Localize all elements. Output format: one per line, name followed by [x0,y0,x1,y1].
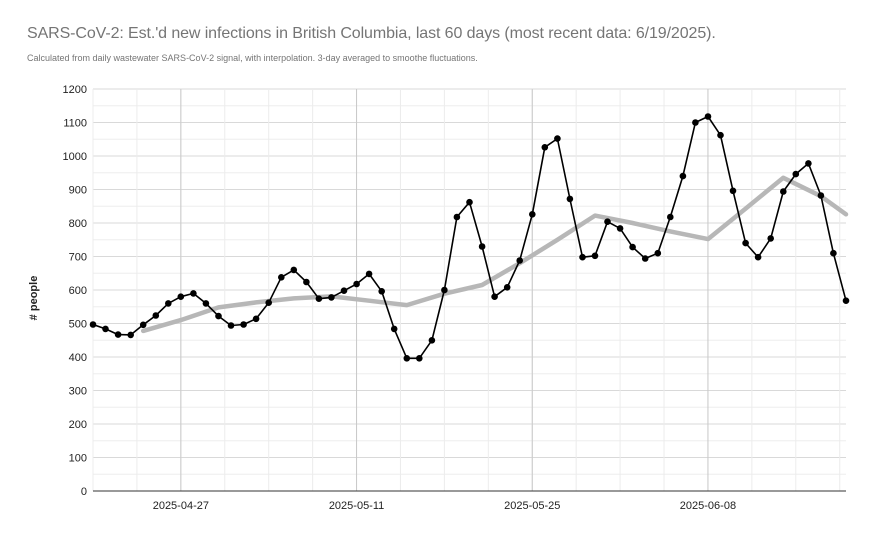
data-point [692,119,699,126]
data-point [579,253,586,261]
data-point [315,295,323,303]
data-point [830,249,837,257]
data-point [127,331,134,339]
data-point [190,290,197,297]
x-tick-label: 2025-05-11 [329,500,384,512]
x-tick-label: 2025-05-25 [504,500,560,512]
chart-title: SARS-CoV-2: Est.'d new infections in Bri… [27,25,716,42]
y-tick-label: 500 [69,319,87,331]
data-point [805,160,812,167]
data-point [165,300,172,307]
data-point [641,255,649,262]
data-point [416,355,423,362]
data-point [541,144,549,151]
data-point [604,218,611,225]
data-point [654,249,662,257]
data-markers [89,113,850,362]
data-point [390,325,398,333]
y-tick-label: 1000 [63,151,87,163]
data-point [441,286,448,294]
data-point [202,300,210,307]
data-point [152,312,160,319]
y-tick-label: 400 [69,352,87,364]
data-point [353,280,360,288]
data-point [177,293,185,301]
y-tick-label: 200 [69,419,87,431]
data-point [240,321,247,328]
chart-subtitle: Calculated from daily wastewater SARS-Co… [27,53,478,63]
data-point [516,257,523,264]
y-tick-label: 1100 [63,118,87,130]
y-tick-label: 900 [69,185,87,197]
y-tick-label: 0 [81,486,87,498]
y-tick-label: 300 [69,386,87,398]
data-point [616,225,624,232]
y-tick-label: 800 [69,218,87,230]
data-point [252,315,260,323]
data-point [842,297,850,305]
data-point [629,243,636,251]
data-point [566,195,574,203]
data-point [365,270,373,278]
data-point [139,321,147,329]
trend-series-line [140,175,849,334]
data-point [328,294,335,301]
data-point [491,293,498,301]
data-point [767,235,774,242]
data-point [290,266,298,274]
data-point [792,170,800,178]
y-tick-label: 600 [69,285,87,297]
data-point [679,172,687,180]
y-tick-label: 700 [69,252,87,264]
data-point [704,113,712,120]
data-point [403,355,411,362]
data-point [453,213,461,221]
data-point [278,274,285,281]
series-lines [92,115,849,360]
data-point [529,211,536,218]
data-point [591,252,599,260]
data-point [754,253,762,261]
data-point [554,135,561,142]
data-point [340,287,348,295]
data-point [466,198,473,206]
data-point [717,131,724,139]
data-point [102,325,109,333]
data-point [265,299,273,307]
daily-series-line [92,115,847,360]
data-point [817,192,825,199]
data-point [503,284,511,291]
data-point [478,243,486,250]
x-tick-label: 2025-04-27 [153,500,209,512]
data-point [303,278,310,286]
y-tick-label: 100 [69,453,87,465]
data-point [378,288,386,295]
data-point [742,239,749,247]
data-point [215,312,222,320]
data-point [780,188,787,195]
x-tick-label: 2025-06-08 [680,500,736,512]
data-point [667,213,674,221]
axis-ticks: 0 100 200 300 400 500 600 700 800 900 1000 1100 1200… [63,84,846,512]
data-point [729,187,737,195]
data-point [428,337,436,344]
y-tick-label: 1200 [63,84,87,96]
data-point [89,321,97,328]
data-point [227,322,235,329]
data-point [114,331,122,338]
